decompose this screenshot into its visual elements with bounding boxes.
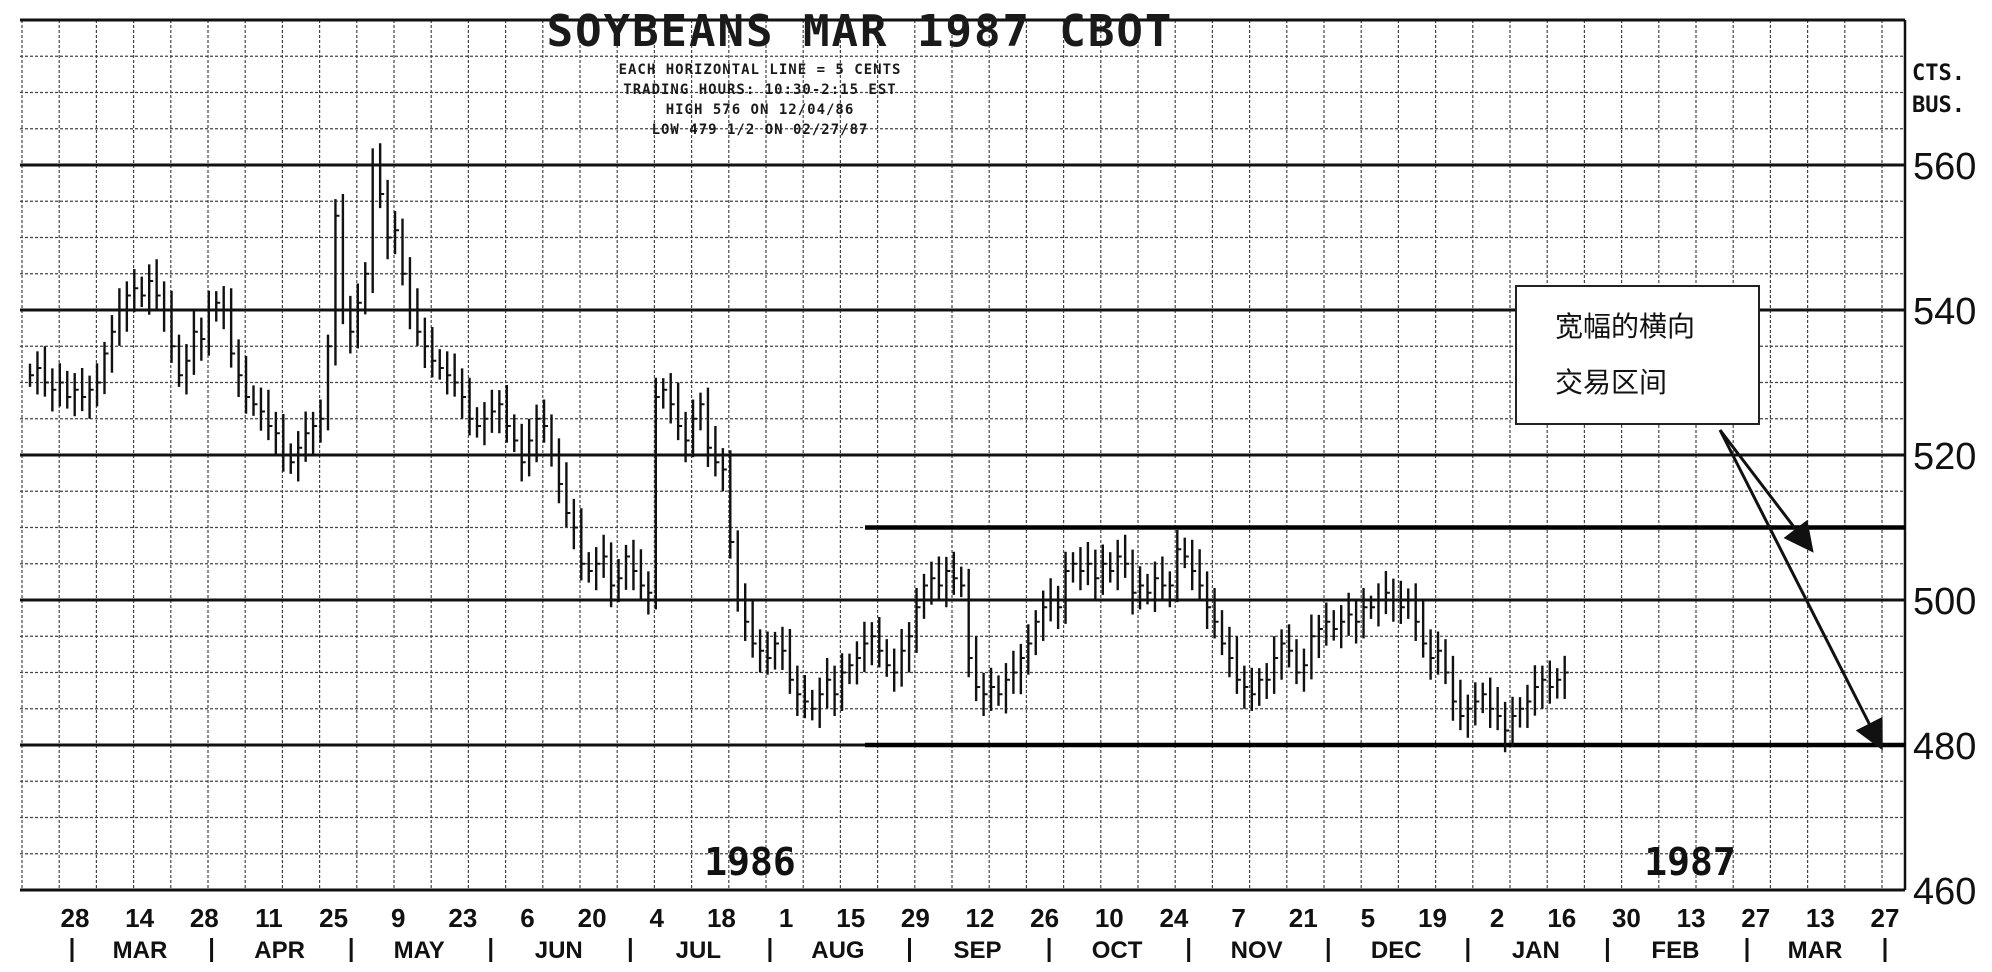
x-tick-label: 16 [1547,903,1576,933]
month-label: SEP [953,937,1001,964]
month-label: JUL [676,937,721,964]
annotation-line-2: 交易区间 [1555,366,1668,399]
x-tick-label: 18 [707,903,736,933]
x-tick-label: 29 [901,903,930,933]
month-label: OCT [1092,937,1143,964]
x-tick-label: 13 [1806,903,1835,933]
subtitle-line-1: EACH HORIZONTAL LINE = 5 CENTS [618,62,902,78]
annotation-arrow [1718,429,1814,553]
chart-title: SOYBEANS MAR 1987 CBOT [546,6,1174,57]
x-tick-label: 28 [190,903,219,933]
y-tick-label: 500 [1913,581,1976,623]
month-label: MAY [394,937,445,964]
x-tick-label: 24 [1159,903,1188,933]
x-tick-label: 15 [836,903,865,933]
x-tick-label: 1 [779,903,793,933]
month-label: NOV [1231,937,1283,964]
month-label: FEB [1651,937,1699,964]
y-tick-label: 540 [1913,291,1976,333]
x-tick-label: 11 [255,903,283,933]
x-tick-label: 20 [578,903,607,933]
x-tick-label: 6 [520,903,534,933]
x-tick-label: 19 [1418,903,1447,933]
year-label: 1987 [1644,840,1736,884]
month-label: MAR [1788,937,1843,964]
annotation-line-1: 宽幅的横向 [1555,310,1696,343]
x-tick-label: 7 [1231,903,1245,933]
month-label: APR [254,937,305,964]
subtitle-line-4: LOW 479 1/2 ON 02/27/87 [651,122,869,138]
x-tick-label: 4 [650,903,665,933]
y-axis-unit-label: CTS. [1912,61,1965,86]
x-tick-label: 28 [61,903,90,933]
x-tick-label: 27 [1741,903,1770,933]
x-tick-label: 27 [1871,903,1900,933]
x-tick-label: 12 [966,903,995,933]
y-tick-label: 520 [1913,436,1976,478]
y-tick-label: 460 [1913,871,1976,913]
year-label: 1986 [704,840,796,884]
x-tick-label: 5 [1361,903,1375,933]
y-tick-label: 480 [1913,726,1976,768]
month-label: JUN [535,937,583,964]
x-tick-label: 2 [1490,903,1504,933]
month-label: MAR [113,937,168,964]
x-tick-label: 26 [1030,903,1059,933]
subtitle-line-3: HIGH 576 ON 12/04/86 [665,102,855,118]
annotation-arrow [1718,429,1883,751]
month-label: JAN [1512,937,1560,964]
annotation-box: 宽幅的横向 交易区间 [1515,285,1760,425]
x-tick-label: 10 [1095,903,1124,933]
x-tick-label: 25 [319,903,348,933]
x-tick-label: 13 [1677,903,1706,933]
month-label: DEC [1371,937,1422,964]
x-tick-label: 21 [1289,903,1318,933]
x-tick-label: 30 [1612,903,1641,933]
x-tick-label: 9 [391,903,405,933]
y-axis-unit-label: BUS. [1912,93,1965,118]
y-tick-label: 560 [1913,146,1976,188]
x-tick-label: 14 [125,903,154,933]
subtitle-line-2: TRADING HOURS: 10:30-2:15 EST [623,82,897,98]
month-label: AUG [811,937,864,964]
x-tick-label: 23 [448,903,477,933]
